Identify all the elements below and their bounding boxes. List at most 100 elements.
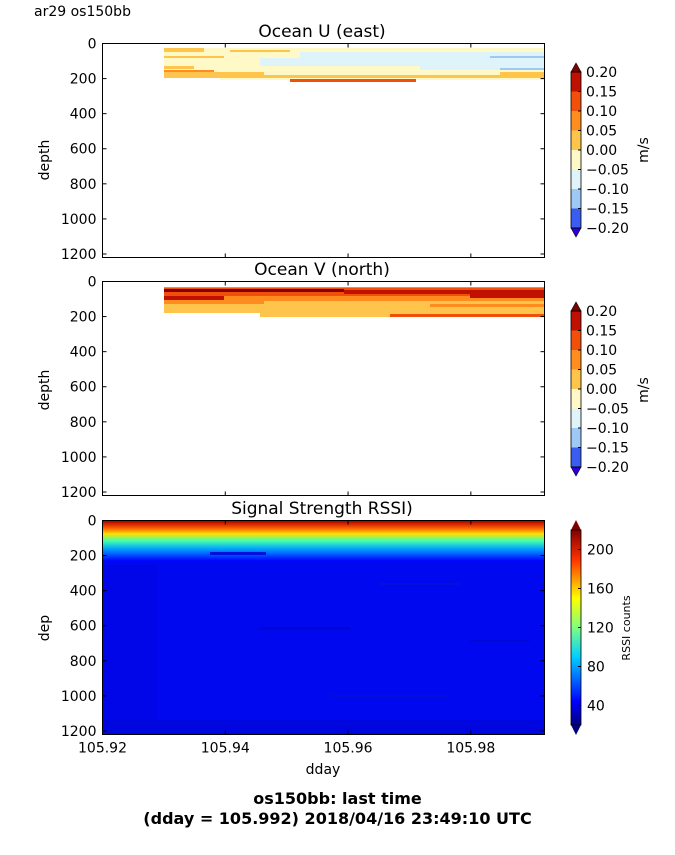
y-tick-label: 1000 [61, 212, 97, 228]
y-tick-label: 200 [70, 72, 97, 88]
y-axis-label: depth [37, 140, 53, 181]
panel-ocean-v: Ocean V (north) depth 0 200 400 600 800 1000 1… [37, 260, 652, 501]
v-band [164, 296, 224, 300]
panel-title: Signal Strength RSSI) [231, 499, 413, 519]
colorbar-extend-top [571, 520, 581, 530]
v-band [344, 290, 544, 294]
y-ticks: 0 200 400 600 800 1000 1200 [61, 275, 545, 501]
y-ticks: 0 200 400 600 800 1000 1200 [61, 37, 545, 263]
colorbar-level [571, 130, 581, 150]
colorbar-tick-label: 0.10 [586, 104, 617, 120]
u-band [164, 75, 544, 78]
plot-frame [102, 43, 545, 258]
u-field [164, 48, 544, 82]
colorbar-tick-label: −0.15 [586, 441, 629, 457]
y-tick-label: 400 [70, 107, 97, 123]
v-field [164, 287, 544, 317]
colorbar-tick-label: −0.20 [586, 460, 629, 476]
y-tick-label: 200 [70, 549, 97, 565]
colorbar-tick-label: −0.05 [586, 163, 629, 179]
colorbar-level [571, 369, 581, 389]
colorbar-ticks: 200 160 120 80 40 [578, 543, 614, 715]
colorbar-level [571, 189, 581, 209]
colorbar-level [571, 389, 581, 409]
colorbar-level [571, 150, 581, 170]
x-ticks [224, 43, 472, 258]
colorbar-level [571, 330, 581, 350]
colorbar-level [571, 208, 581, 228]
colorbar-tick-label: 40 [587, 699, 605, 715]
colorbar-tick-label: 80 [587, 660, 605, 676]
colorbar-extend-bottom [570, 227, 582, 238]
y-axis-label: depth [37, 370, 53, 411]
rssi-column [102, 565, 157, 735]
v-band [430, 304, 544, 307]
colorbar-tick-label: 200 [587, 543, 614, 559]
colorbar-v: 0.20 0.15 0.10 0.05 0.00 −0.05 −0.10 −0.15 −0.20 [570, 301, 629, 477]
colorbar-label: m/s [636, 377, 652, 403]
panel-ocean-u: Ocean U (east) depth 0 200 400 600 800 1000 12… [37, 22, 652, 263]
u-band [490, 56, 544, 58]
colorbar-label: m/s [636, 137, 652, 163]
y-tick-label: 600 [70, 619, 97, 635]
v-band [164, 289, 344, 292]
colorbar-tick-label: −0.20 [586, 221, 629, 237]
colorbar-tick-label: 0.15 [586, 324, 617, 340]
y-tick-label: 600 [70, 142, 97, 158]
colorbar-tick-label: 0.00 [586, 143, 617, 159]
footer-line-2: (dday = 105.992) 2018/04/16 23:49:10 UTC [143, 809, 532, 828]
rssi-streak [380, 583, 460, 585]
colorbar-level [571, 447, 581, 467]
u-band [290, 79, 416, 82]
x-ticks: 105.92 105.94 105.96 105.98 [78, 520, 495, 757]
y-tick-label: 0 [88, 275, 97, 291]
y-ticks: 0 200 400 600 800 1000 1200 [61, 514, 545, 740]
rssi-streak [210, 552, 266, 555]
y-tick-label: 800 [70, 415, 97, 431]
rssi-streak [260, 627, 350, 630]
y-tick-label: 0 [88, 37, 97, 53]
colorbar-u: 0.20 0.15 0.10 0.05 0.00 −0.05 −0.10 −0.15 −0.20 [570, 62, 629, 238]
y-tick-label: 1000 [61, 450, 97, 466]
panel-rssi: Signal Strength RSSI) dep 02004006008001… [37, 499, 633, 778]
panel-title: Ocean V (north) [254, 260, 390, 280]
colorbar-tick-label: 0.20 [586, 65, 617, 81]
x-ticks [224, 281, 472, 496]
colorbar-level [571, 408, 581, 428]
y-tick-label: 600 [70, 380, 97, 396]
plot-frame [102, 520, 545, 735]
u-band [230, 50, 290, 52]
colorbar-extend-top [570, 301, 582, 312]
colorbar-extend-top [570, 62, 582, 73]
colorbar-level [571, 169, 581, 189]
colorbar-level [571, 91, 581, 111]
y-tick-label: 1000 [61, 689, 97, 705]
x-tick-label: 105.98 [446, 741, 495, 757]
colorbar-tick-label: 120 [587, 621, 614, 637]
u-band [420, 64, 544, 70]
colorbar-extend-bottom [571, 725, 581, 735]
u-band [260, 58, 544, 66]
rssi-field [102, 521, 544, 735]
colorbar-tick-label: −0.05 [586, 402, 629, 418]
colorbar-tick-label: 0.00 [586, 382, 617, 398]
u-band [500, 68, 544, 70]
colorbar-level [571, 111, 581, 131]
colorbar-level [571, 428, 581, 448]
y-tick-label: 400 [70, 584, 97, 600]
y-tick-label: 1200 [61, 247, 97, 263]
y-axis-label: dep [37, 615, 53, 642]
y-tick-label: 800 [70, 177, 97, 193]
colorbar-tick-label: 160 [587, 582, 614, 598]
v-band [390, 314, 544, 317]
u-band [164, 72, 264, 75]
y-tick-label: 800 [70, 654, 97, 670]
colorbar-tick-label: −0.10 [586, 421, 629, 437]
colorbar-level [571, 72, 581, 92]
colorbar-tick-label: 0.05 [586, 124, 617, 140]
v-band [164, 301, 264, 304]
rssi-streak [470, 640, 530, 642]
colorbar-tick-label: 0.15 [586, 85, 617, 101]
y-tick-label: 1200 [61, 485, 97, 501]
